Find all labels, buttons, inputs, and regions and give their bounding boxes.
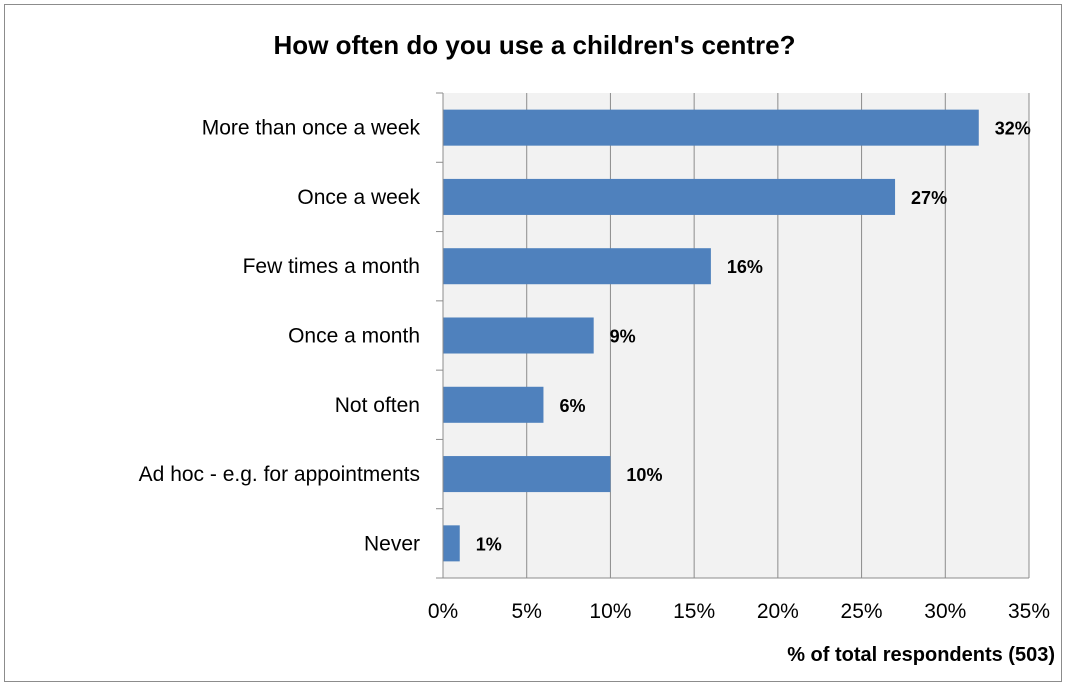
data-label: 16% (727, 257, 763, 277)
x-tick-label: 20% (757, 600, 799, 623)
data-label: 32% (995, 119, 1031, 139)
category-label: Once a month (288, 325, 420, 348)
bar (443, 525, 460, 562)
category-label: Few times a month (243, 255, 420, 278)
bar (443, 109, 979, 146)
category-label: More than once a week (202, 117, 421, 140)
category-label: Not often (335, 394, 420, 417)
data-label: 6% (559, 396, 585, 416)
x-tick-label: 15% (673, 600, 715, 623)
x-tick-label: 30% (924, 600, 966, 623)
x-tick-label: 5% (512, 600, 542, 623)
category-label: Once a week (297, 186, 420, 209)
category-label: Never (364, 532, 420, 555)
bar (443, 248, 711, 285)
x-tick-label: 10% (589, 600, 631, 623)
data-label: 1% (476, 534, 502, 554)
bar (443, 178, 896, 215)
x-tick-label: 25% (841, 600, 883, 623)
x-tick-label: 35% (1008, 600, 1050, 623)
bar (443, 317, 594, 354)
category-label: Ad hoc - e.g. for appointments (139, 463, 420, 486)
chart-title: How often do you use a children's centre… (273, 30, 796, 60)
x-tick-label: 0% (428, 600, 458, 623)
x-axis-title: % of total respondents (503) (787, 644, 1055, 666)
data-label: 9% (610, 327, 636, 347)
bar (443, 456, 611, 493)
data-label: 10% (626, 465, 662, 485)
bar (443, 386, 544, 423)
data-label: 27% (911, 188, 947, 208)
